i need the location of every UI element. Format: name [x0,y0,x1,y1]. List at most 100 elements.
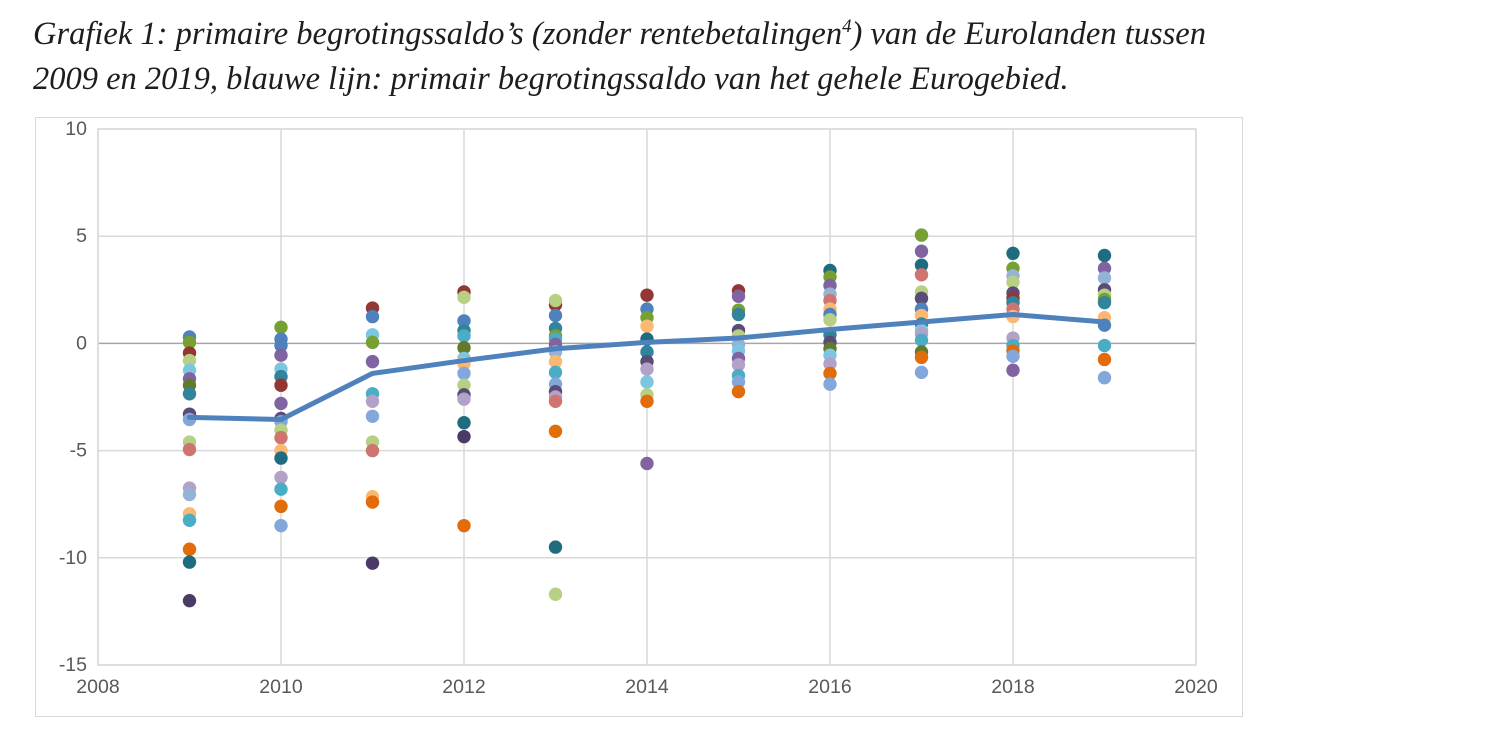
title-line2: 2009 en 2019, blauwe lijn: primair begro… [33,61,1069,97]
scatter-dot-2011 [365,354,380,369]
scatter-dot-2012 [457,329,471,343]
scatter-dot-2015 [731,307,746,322]
scatter-dot-2014 [640,375,654,389]
scatter-dot-2011 [365,309,380,324]
scatter-dot-2010 [274,451,288,465]
scatter-dot-2010 [274,396,288,411]
y-tick-label: -15 [59,654,87,676]
scatter-dot-2018 [1006,275,1020,289]
scatter-dot-2018 [1006,349,1020,363]
scatter-dot-2012 [457,416,471,430]
euro-area-line [187,311,1107,423]
scatter-dot-2012 [457,290,471,305]
scatter-dot-2009 [182,542,197,556]
scatter-dot-2012 [457,340,471,355]
scatter-dot-2017 [914,333,929,347]
scatter-dot-2010 [274,348,288,362]
scatter-dot-2018 [1006,363,1020,377]
scatter-dot-2019 [1097,371,1112,385]
scatter-dot-2010 [274,482,288,496]
title-line1: Grafiek 1: primaire begrotingssaldo’s (z… [33,16,1206,52]
scatter-dot-2013 [548,424,563,439]
y-tick-label: 0 [76,332,87,354]
scatter-dot-2010 [274,431,288,445]
plot-border [97,128,1197,666]
scatter-dot-2011 [365,394,380,408]
scatter-dot-2010 [274,338,288,353]
scatter-dot-2010 [274,499,288,514]
scatter-dot-2016 [823,357,837,371]
scatter-dot-2009 [182,513,197,527]
scatter-dot-2012 [457,314,471,328]
scatter-dot-2015 [731,384,746,399]
scatter-dot-2017 [914,244,929,258]
scatter-dot-2011 [365,443,380,458]
x-tick-label: 2016 [808,676,851,698]
scatter-dot-2009 [182,555,197,569]
scatter-dot-2013 [548,365,563,380]
scatter-dot-2015 [731,375,746,389]
scatter-dot-2014 [640,288,654,302]
y-tick-label: -5 [70,440,87,462]
scatter-dot-2019 [1097,248,1112,263]
scatter-dot-2017 [914,365,929,380]
scatter-dot-2009 [182,442,197,457]
scatter-dot-2010 [274,320,288,335]
scatter-dot-2013 [548,587,563,601]
scatter-dot-2019 [1097,261,1112,276]
x-tick-label: 2012 [442,676,485,698]
y-tick-label: 5 [76,225,87,247]
scatter-dot-2018 [1006,246,1020,261]
scatter-dot-2017 [914,350,929,365]
scatter-dot-2016 [823,377,837,391]
scatter-dot-2014 [640,456,654,471]
scatter-dot-2014 [640,362,654,376]
scatter-dot-2009 [182,387,197,401]
footnote-marker: 4 [842,16,852,38]
scatter-dot-2012 [457,518,471,533]
x-tick-label: 2008 [76,676,119,698]
scatter-dot-2014 [640,394,654,408]
scatter-dot-2013 [548,540,563,554]
scatter-dot-2010 [274,378,288,392]
scatter-dot-2012 [457,392,471,406]
scatter-dot-2010 [274,518,288,533]
scatter-dot-2013 [548,308,563,323]
scatter-dot-2011 [365,556,380,570]
scatter-dot-2015 [731,358,746,372]
scatter-dot-2017 [914,228,929,242]
x-tick-label: 2020 [1174,676,1218,698]
scatter-dot-2010 [274,470,288,485]
chart-title: Grafiek 1: primaire begrotingssaldo’s (z… [33,12,1483,102]
y-tick-label: -10 [59,547,87,569]
y-tick-label: 10 [65,118,87,140]
scatter-dot-2009 [182,353,197,368]
scatter-dot-2011 [365,335,380,350]
scatter-dot-2019 [1097,338,1112,353]
scatter-dot-2009 [182,335,197,350]
scatter-dot-2012 [457,429,471,444]
scatter-dot-2016 [823,366,837,381]
scatter-dot-2017 [914,268,929,282]
scatter-dot-2009 [182,487,197,502]
x-tick-label: 2018 [991,676,1034,698]
scatter-dot-2014 [640,319,654,333]
scatter-dot-2017 [914,258,929,272]
scatter-dot-2013 [548,354,563,369]
scatter-dot-2015 [731,289,746,303]
scatter-dot-2012 [457,366,471,381]
scatter-dot-2016 [823,313,837,327]
x-tick-label: 2014 [625,676,669,698]
scatter-dot-2019 [1097,352,1112,367]
scatter-dot-2014 [640,345,654,359]
scatter-dot-2013 [548,293,563,308]
scatter-dot-2019 [1097,295,1112,310]
scatter-dot-2012 [457,378,471,392]
x-tick-label: 2010 [259,676,303,698]
chart-container: 10 5 0 -5 -10 -15 2008 2010 2012 2014 2016 2018 2020 [35,117,1243,717]
scatter-dot-2017 [914,291,929,306]
scatter-dot-2011 [365,409,380,423]
scatter-dot-2011 [365,495,380,509]
